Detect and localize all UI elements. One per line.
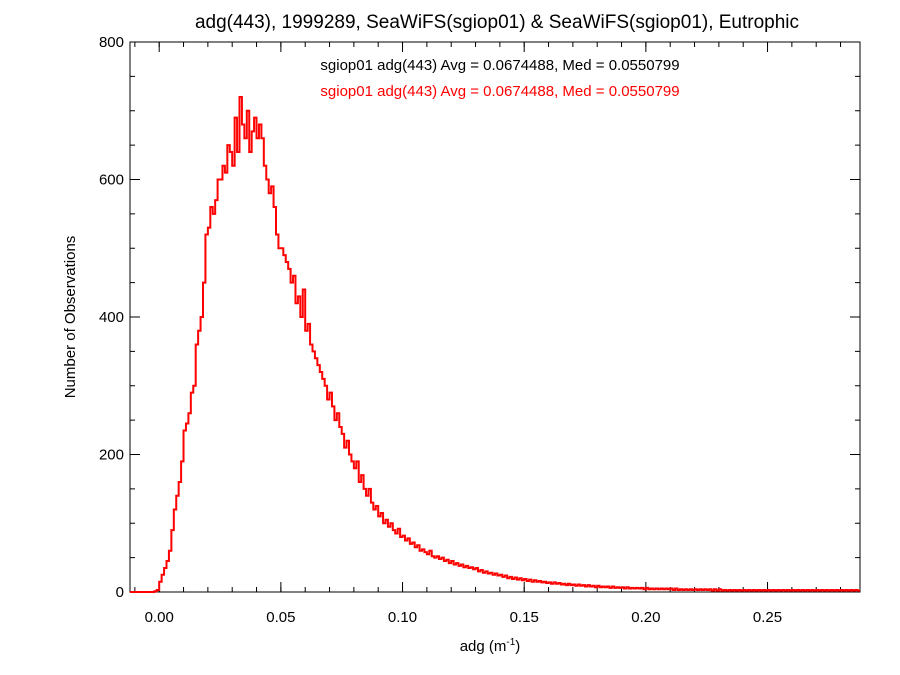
y-tick-labels: 0 200 400 600 800 [99,34,124,601]
x-tick-label: 0.15 [510,609,539,626]
series-histogram-line [130,96,860,593]
x-tick-labels: 0.00 0.05 0.10 0.15 0.20 0.25 [145,609,783,626]
chart-title: adg(443), 1999289, SeaWiFS(sgiop01) & Se… [195,12,799,33]
y-axis-label: Number of Observations [62,236,79,399]
x-tick-label: 0.20 [631,609,660,626]
x-tick-label: 0.00 [145,609,174,626]
legend-entry-black: sgiop01 adg(443) Avg = 0.0674488, Med = … [320,57,679,74]
x-tick-label: 0.10 [388,609,417,626]
y-tick-label: 200 [99,447,124,464]
x-tick-label: 0.25 [753,609,782,626]
x-axis-label-close: ) [515,638,520,655]
y-tick-label: 0 [116,584,124,601]
x-axis-label: adg (m-1) [460,637,521,655]
x-axis-label-main: adg (m [460,638,507,655]
x-axis-label-superscript: -1 [506,637,515,648]
y-tick-label: 600 [99,172,124,189]
y-tick-label: 800 [99,34,124,51]
legend-entry-red: sgiop01 adg(443) Avg = 0.0674488, Med = … [320,83,679,100]
y-tick-label: 400 [99,309,124,326]
x-tick-label: 0.05 [266,609,295,626]
